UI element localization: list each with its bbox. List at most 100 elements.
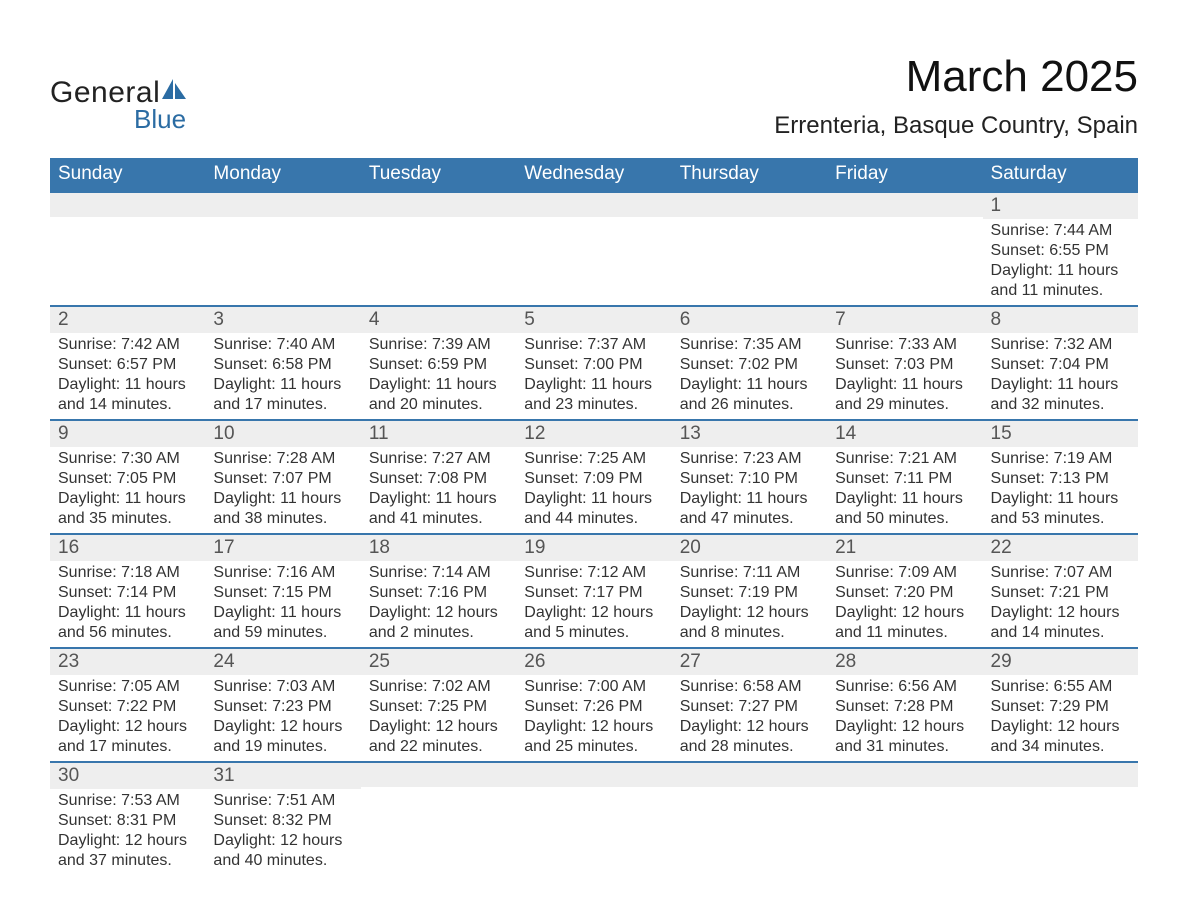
day-sunset: Sunset: 7:22 PM	[58, 697, 199, 717]
day-data: Sunrise: 7:00 AMSunset: 7:26 PMDaylight:…	[516, 675, 671, 761]
calendar-day-cell: 19Sunrise: 7:12 AMSunset: 7:17 PMDayligh…	[516, 534, 671, 648]
day-number: 6	[672, 307, 827, 333]
day-sunset: Sunset: 6:58 PM	[213, 355, 354, 375]
day-number: 30	[50, 763, 205, 789]
dow-sunday: Sunday	[50, 158, 205, 192]
day-data	[827, 217, 982, 223]
day-data: Sunrise: 7:37 AMSunset: 7:00 PMDaylight:…	[516, 333, 671, 419]
day-number: 8	[983, 307, 1138, 333]
day-sunrise: Sunrise: 7:44 AM	[991, 221, 1132, 241]
day-data	[672, 217, 827, 223]
day-sunrise: Sunrise: 7:25 AM	[524, 449, 665, 469]
day-daylight2: and 19 minutes.	[213, 737, 354, 757]
day-number: 12	[516, 421, 671, 447]
day-sunrise: Sunrise: 7:42 AM	[58, 335, 199, 355]
day-number: 14	[827, 421, 982, 447]
calendar-day-cell	[516, 762, 671, 875]
day-daylight2: and 8 minutes.	[680, 623, 821, 643]
day-data: Sunrise: 7:39 AMSunset: 6:59 PMDaylight:…	[361, 333, 516, 419]
day-data: Sunrise: 7:09 AMSunset: 7:20 PMDaylight:…	[827, 561, 982, 647]
day-daylight1: Daylight: 11 hours	[680, 375, 821, 395]
header: General Blue March 2025 Errenteria, Basq…	[50, 52, 1138, 140]
calendar-day-cell: 8Sunrise: 7:32 AMSunset: 7:04 PMDaylight…	[983, 306, 1138, 420]
day-data	[516, 787, 671, 793]
day-daylight1: Daylight: 12 hours	[524, 717, 665, 737]
dow-friday: Friday	[827, 158, 982, 192]
day-number: 17	[205, 535, 360, 561]
day-daylight1: Daylight: 11 hours	[991, 489, 1132, 509]
day-daylight2: and 56 minutes.	[58, 623, 199, 643]
day-sunset: Sunset: 7:17 PM	[524, 583, 665, 603]
day-sunrise: Sunrise: 7:40 AM	[213, 335, 354, 355]
day-data: Sunrise: 7:25 AMSunset: 7:09 PMDaylight:…	[516, 447, 671, 533]
dow-saturday: Saturday	[983, 158, 1138, 192]
calendar-week-row: 30Sunrise: 7:53 AMSunset: 8:31 PMDayligh…	[50, 762, 1138, 875]
day-sunrise: Sunrise: 7:00 AM	[524, 677, 665, 697]
day-number: 9	[50, 421, 205, 447]
day-daylight1: Daylight: 11 hours	[369, 375, 510, 395]
day-daylight2: and 44 minutes.	[524, 509, 665, 529]
day-daylight2: and 28 minutes.	[680, 737, 821, 757]
day-sunrise: Sunrise: 7:37 AM	[524, 335, 665, 355]
day-data: Sunrise: 7:14 AMSunset: 7:16 PMDaylight:…	[361, 561, 516, 647]
day-daylight1: Daylight: 12 hours	[369, 603, 510, 623]
day-number: 24	[205, 649, 360, 675]
brand-logo: General Blue	[50, 52, 186, 135]
day-sunset: Sunset: 6:59 PM	[369, 355, 510, 375]
day-daylight2: and 25 minutes.	[524, 737, 665, 757]
day-sunrise: Sunrise: 6:58 AM	[680, 677, 821, 697]
day-number: 23	[50, 649, 205, 675]
title-block: March 2025 Errenteria, Basque Country, S…	[774, 52, 1138, 140]
day-daylight1: Daylight: 12 hours	[213, 831, 354, 851]
day-number: 1	[983, 193, 1138, 219]
calendar-day-cell: 1Sunrise: 7:44 AMSunset: 6:55 PMDaylight…	[983, 192, 1138, 306]
day-daylight2: and 17 minutes.	[58, 737, 199, 757]
dow-monday: Monday	[205, 158, 360, 192]
day-sunset: Sunset: 7:14 PM	[58, 583, 199, 603]
day-daylight1: Daylight: 11 hours	[58, 603, 199, 623]
calendar-week-row: 1Sunrise: 7:44 AMSunset: 6:55 PMDaylight…	[50, 192, 1138, 306]
day-daylight1: Daylight: 11 hours	[213, 489, 354, 509]
day-daylight1: Daylight: 11 hours	[213, 375, 354, 395]
day-number: 18	[361, 535, 516, 561]
day-sunset: Sunset: 7:00 PM	[524, 355, 665, 375]
day-daylight1: Daylight: 11 hours	[58, 375, 199, 395]
calendar-day-cell: 10Sunrise: 7:28 AMSunset: 7:07 PMDayligh…	[205, 420, 360, 534]
day-number: 15	[983, 421, 1138, 447]
day-daylight2: and 35 minutes.	[58, 509, 199, 529]
day-number	[983, 763, 1138, 787]
day-data	[983, 787, 1138, 793]
calendar-day-cell: 22Sunrise: 7:07 AMSunset: 7:21 PMDayligh…	[983, 534, 1138, 648]
day-data: Sunrise: 6:56 AMSunset: 7:28 PMDaylight:…	[827, 675, 982, 761]
day-data: Sunrise: 7:44 AMSunset: 6:55 PMDaylight:…	[983, 219, 1138, 305]
day-sunrise: Sunrise: 7:09 AM	[835, 563, 976, 583]
calendar-day-cell	[672, 192, 827, 306]
day-data	[361, 217, 516, 223]
day-daylight2: and 17 minutes.	[213, 395, 354, 415]
day-sunrise: Sunrise: 7:53 AM	[58, 791, 199, 811]
day-daylight2: and 53 minutes.	[991, 509, 1132, 529]
day-sunrise: Sunrise: 7:21 AM	[835, 449, 976, 469]
day-daylight1: Daylight: 12 hours	[991, 603, 1132, 623]
day-data: Sunrise: 7:53 AMSunset: 8:31 PMDaylight:…	[50, 789, 205, 875]
day-data: Sunrise: 7:28 AMSunset: 7:07 PMDaylight:…	[205, 447, 360, 533]
day-sunset: Sunset: 7:23 PM	[213, 697, 354, 717]
day-number	[516, 193, 671, 217]
day-sunrise: Sunrise: 6:55 AM	[991, 677, 1132, 697]
day-daylight2: and 23 minutes.	[524, 395, 665, 415]
location-subtitle: Errenteria, Basque Country, Spain	[774, 112, 1138, 140]
day-number: 7	[827, 307, 982, 333]
day-data: Sunrise: 7:35 AMSunset: 7:02 PMDaylight:…	[672, 333, 827, 419]
day-data	[827, 787, 982, 793]
day-sunrise: Sunrise: 7:30 AM	[58, 449, 199, 469]
day-data: Sunrise: 6:55 AMSunset: 7:29 PMDaylight:…	[983, 675, 1138, 761]
day-daylight2: and 14 minutes.	[991, 623, 1132, 643]
day-sunset: Sunset: 7:15 PM	[213, 583, 354, 603]
calendar-table: Sunday Monday Tuesday Wednesday Thursday…	[50, 158, 1138, 875]
calendar-day-cell: 6Sunrise: 7:35 AMSunset: 7:02 PMDaylight…	[672, 306, 827, 420]
calendar-day-cell	[516, 192, 671, 306]
day-data: Sunrise: 7:12 AMSunset: 7:17 PMDaylight:…	[516, 561, 671, 647]
calendar-day-cell	[983, 762, 1138, 875]
calendar-day-cell: 24Sunrise: 7:03 AMSunset: 7:23 PMDayligh…	[205, 648, 360, 762]
day-number	[827, 193, 982, 217]
